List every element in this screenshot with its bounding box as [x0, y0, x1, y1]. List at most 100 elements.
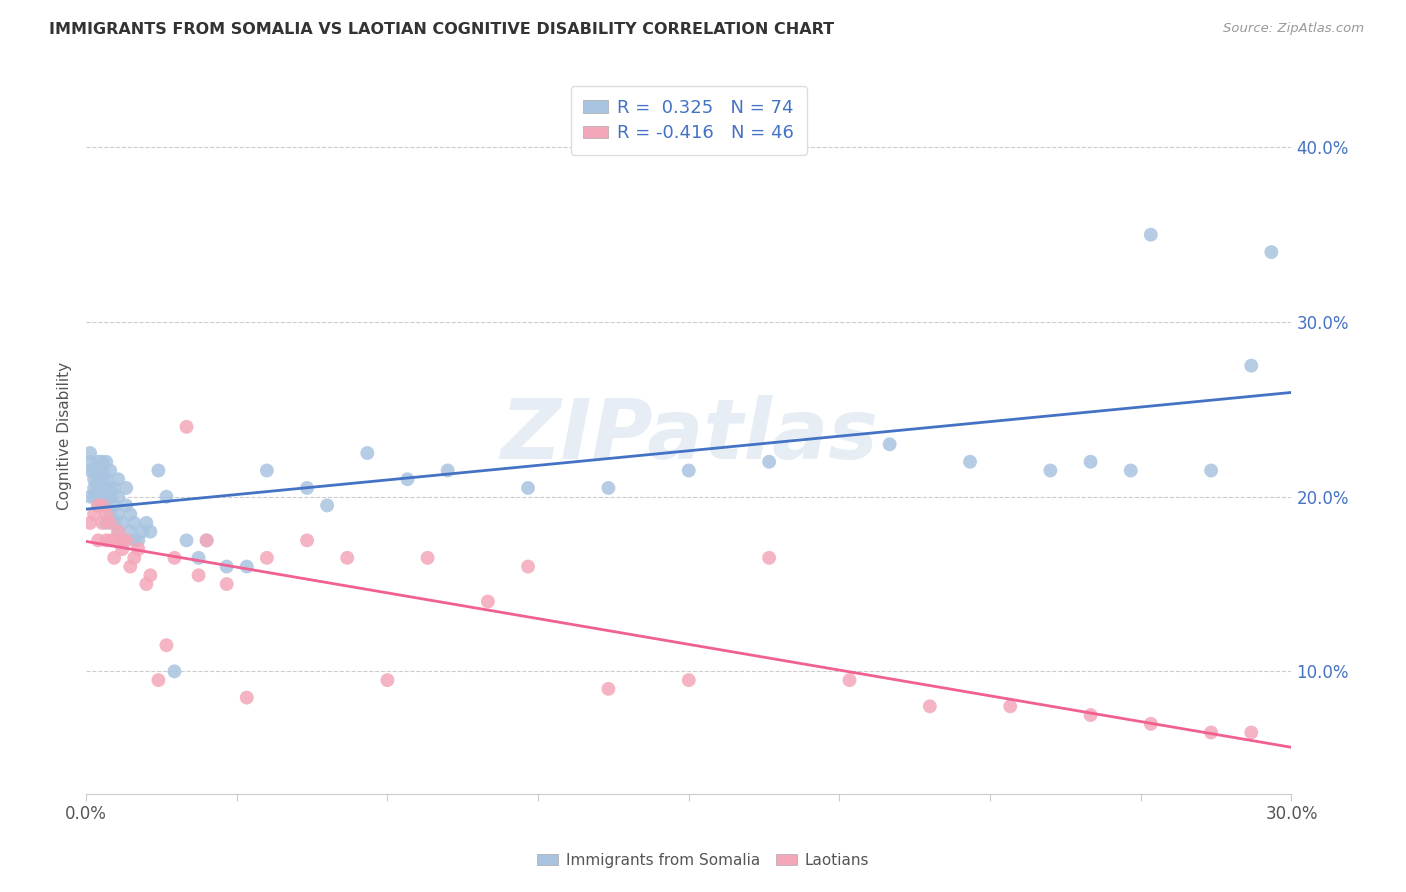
- Point: [87, 499, 110, 513]
- Point: [96, 472, 118, 486]
- Point: [1140, 716, 1163, 731]
- Point: [148, 673, 170, 687]
- Point: [124, 516, 146, 530]
- Legend: R =  0.325   N = 74, R = -0.416   N = 46: R = 0.325 N = 74, R = -0.416 N = 46: [571, 87, 807, 155]
- Point: [96, 507, 118, 521]
- Point: [1080, 708, 1102, 723]
- Point: [111, 542, 134, 557]
- Point: [115, 533, 138, 548]
- Point: [120, 559, 142, 574]
- Point: [155, 490, 177, 504]
- Point: [79, 463, 101, 477]
- Point: [127, 533, 149, 548]
- Point: [96, 481, 118, 495]
- Point: [187, 550, 209, 565]
- Point: [1039, 463, 1062, 477]
- Point: [107, 524, 129, 539]
- Point: [1199, 725, 1222, 739]
- Point: [135, 577, 157, 591]
- Point: [79, 516, 101, 530]
- Point: [91, 472, 114, 486]
- Text: ZIPatlas: ZIPatlas: [499, 395, 877, 476]
- Point: [148, 463, 170, 477]
- Point: [103, 533, 125, 548]
- Point: [91, 516, 114, 530]
- Point: [139, 524, 162, 539]
- Point: [678, 673, 700, 687]
- Point: [91, 499, 114, 513]
- Point: [396, 472, 419, 486]
- Point: [96, 499, 118, 513]
- Point: [98, 481, 121, 495]
- Point: [256, 463, 278, 477]
- Point: [356, 446, 378, 460]
- Point: [103, 516, 125, 530]
- Point: [79, 455, 101, 469]
- Point: [98, 463, 121, 477]
- Point: [998, 699, 1021, 714]
- Point: [918, 699, 941, 714]
- Point: [87, 463, 110, 477]
- Point: [236, 559, 259, 574]
- Point: [96, 455, 118, 469]
- Point: [83, 507, 105, 521]
- Point: [377, 673, 399, 687]
- Point: [598, 681, 620, 696]
- Point: [107, 490, 129, 504]
- Point: [83, 463, 105, 477]
- Point: [1240, 725, 1263, 739]
- Text: Source: ZipAtlas.com: Source: ZipAtlas.com: [1223, 22, 1364, 36]
- Point: [517, 481, 540, 495]
- Point: [758, 455, 780, 469]
- Point: [236, 690, 259, 705]
- Point: [176, 420, 198, 434]
- Point: [124, 533, 146, 548]
- Legend: Immigrants from Somalia, Laotians: Immigrants from Somalia, Laotians: [529, 845, 877, 875]
- Point: [111, 516, 134, 530]
- Point: [959, 455, 981, 469]
- Point: [83, 481, 105, 495]
- Point: [107, 472, 129, 486]
- Point: [1140, 227, 1163, 242]
- Point: [163, 665, 186, 679]
- Point: [215, 577, 238, 591]
- Point: [678, 463, 700, 477]
- Point: [107, 507, 129, 521]
- Point: [103, 550, 125, 565]
- Point: [1080, 455, 1102, 469]
- Point: [91, 490, 114, 504]
- Point: [256, 550, 278, 565]
- Point: [91, 463, 114, 477]
- Point: [91, 499, 114, 513]
- Point: [87, 481, 110, 495]
- Point: [598, 481, 620, 495]
- Y-axis label: Cognitive Disability: Cognitive Disability: [58, 361, 72, 509]
- Point: [176, 533, 198, 548]
- Point: [139, 568, 162, 582]
- Point: [79, 490, 101, 504]
- Point: [758, 550, 780, 565]
- Point: [155, 638, 177, 652]
- Point: [98, 533, 121, 548]
- Point: [91, 455, 114, 469]
- Point: [135, 516, 157, 530]
- Point: [127, 542, 149, 557]
- Point: [187, 568, 209, 582]
- Point: [436, 463, 458, 477]
- Point: [120, 524, 142, 539]
- Point: [838, 673, 860, 687]
- Point: [477, 594, 499, 608]
- Point: [1240, 359, 1263, 373]
- Point: [98, 516, 121, 530]
- Point: [195, 533, 218, 548]
- Point: [87, 472, 110, 486]
- Point: [107, 524, 129, 539]
- Point: [295, 481, 318, 495]
- Point: [115, 499, 138, 513]
- Point: [96, 490, 118, 504]
- Point: [98, 507, 121, 521]
- Point: [83, 490, 105, 504]
- Point: [79, 446, 101, 460]
- Point: [87, 455, 110, 469]
- Point: [111, 533, 134, 548]
